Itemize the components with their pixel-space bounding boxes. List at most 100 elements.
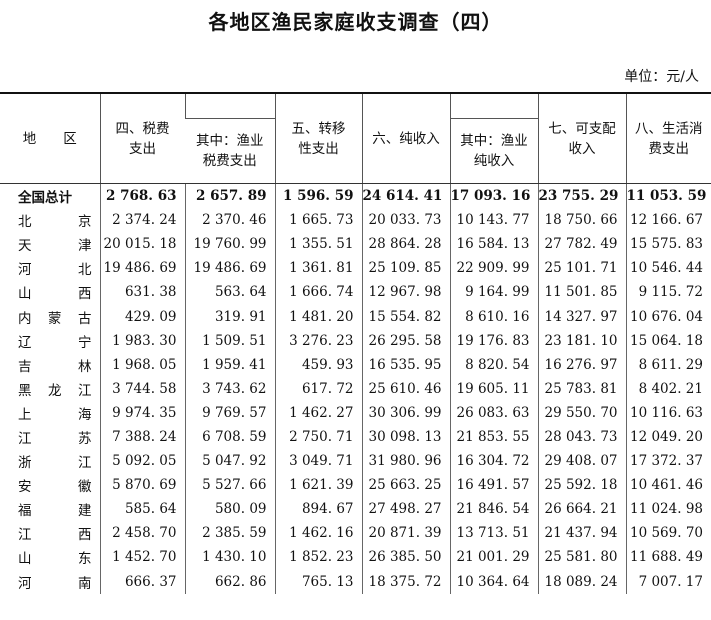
value-cell: 15 064. 18 <box>625 328 711 353</box>
header-disposable: 七、可支配收入 <box>537 92 626 184</box>
value-cell: 18 375. 72 <box>361 569 450 594</box>
value-cell: 2 370. 46 <box>184 208 275 233</box>
value-cell: 25 109. 85 <box>361 256 450 281</box>
region-name-char: 山 <box>18 286 32 303</box>
value-cell: 563. 64 <box>184 280 275 305</box>
value-cell: 25 592. 18 <box>537 473 626 498</box>
region-cell: 内蒙古 <box>0 304 100 328</box>
region-name-char: 徽 <box>78 479 92 496</box>
value-cell: 19 486. 69 <box>99 256 185 281</box>
value-cell: 5 870. 69 <box>99 473 185 498</box>
value-cell: 894. 67 <box>274 497 362 522</box>
region-name-char: 西 <box>78 527 92 544</box>
value-cell: 8 611. 29 <box>625 352 711 377</box>
header-blank <box>184 92 275 119</box>
value-cell: 27 498. 27 <box>361 497 450 522</box>
value-cell: 26 385. 50 <box>361 545 450 570</box>
value-cell: 18 750. 66 <box>537 208 626 233</box>
region-name-char: 上 <box>18 406 32 423</box>
value-cell: 5 092. 05 <box>99 449 185 474</box>
table-row: 河南 666. 37 662. 86 765. 13 18 375. 72 10 364.… <box>0 569 711 594</box>
region-name-char: 建 <box>78 503 92 520</box>
value-cell: 25 581. 80 <box>537 545 626 570</box>
value-cell: 8 610. 16 <box>449 304 538 329</box>
region-name-char: 山 <box>18 551 32 568</box>
region-name-char: 辽 <box>18 334 32 351</box>
value-cell: 11 501. 85 <box>537 280 626 305</box>
value-cell: 1 430. 10 <box>184 545 275 570</box>
value-cell: 9 115. 72 <box>625 280 711 305</box>
value-cell: 19 760. 99 <box>184 232 275 257</box>
value-cell: 1 666. 74 <box>274 280 362 305</box>
value-cell: 24 614. 41 <box>361 183 450 209</box>
value-cell: 20 015. 18 <box>99 232 185 257</box>
value-cell: 16 491. 57 <box>449 473 538 498</box>
value-cell: 1 361. 81 <box>274 256 362 281</box>
value-cell: 1 481. 20 <box>274 304 362 329</box>
value-cell: 29 408. 07 <box>537 449 626 474</box>
value-cell: 21 853. 55 <box>449 424 538 450</box>
value-cell: 5 047. 92 <box>184 449 275 474</box>
value-cell: 12 049. 20 <box>625 424 711 450</box>
value-cell: 1 665. 73 <box>274 208 362 233</box>
region-name-char: 内 <box>18 310 32 327</box>
value-cell: 10 116. 63 <box>625 400 711 425</box>
value-cell: 31 980. 96 <box>361 449 450 474</box>
value-cell: 3 276. 23 <box>274 328 362 353</box>
region-name-char: 江 <box>78 455 92 472</box>
region-cell: 上海 <box>0 401 100 425</box>
region-cell: 江苏 <box>0 425 100 449</box>
value-cell: 19 486. 69 <box>184 256 275 281</box>
value-cell: 11 053. 59 <box>625 183 711 209</box>
value-cell: 28 043. 73 <box>537 424 626 450</box>
region-name-char: 安 <box>18 479 32 496</box>
page-title: 各地区渔民家庭收支调查（四） <box>208 10 503 34</box>
region-name-char: 天 <box>18 238 32 255</box>
value-cell: 1 452. 70 <box>99 545 185 570</box>
value-cell: 19 605. 11 <box>449 376 538 401</box>
value-cell: 23 181. 10 <box>537 328 626 353</box>
region-cell: 安徽 <box>0 473 100 497</box>
value-cell: 10 546. 44 <box>625 256 711 281</box>
table-row: 河北 19 486. 69 19 486. 69 1 361. 81 25 109. 8… <box>0 256 711 281</box>
region-name-char: 东 <box>78 551 92 568</box>
region-cell: 山东 <box>0 545 100 569</box>
region-name-char: 龙 <box>48 382 62 399</box>
value-cell: 20 871. 39 <box>361 521 450 546</box>
value-cell: 30 098. 13 <box>361 424 450 450</box>
value-cell: 9 974. 35 <box>99 400 185 425</box>
value-cell: 19 176. 83 <box>449 328 538 353</box>
table-row: 山西 631. 38 563. 64 1 666. 74 12 967. 98 9 164… <box>0 280 711 305</box>
header-net-income: 六、纯收入 <box>361 92 450 184</box>
value-cell: 22 909. 99 <box>449 256 538 281</box>
value-cell: 1 509. 51 <box>184 328 275 353</box>
region-cell: 吉林 <box>0 353 100 377</box>
value-cell: 2 750. 71 <box>274 424 362 450</box>
value-cell: 15 575. 83 <box>625 232 711 257</box>
header-fishery-tax: 其中：渔业税费支出 <box>185 118 275 184</box>
value-cell: 17 372. 37 <box>625 449 711 474</box>
region-cell: 江西 <box>0 521 100 545</box>
header-consumption: 八、生活消费支出 <box>625 92 711 184</box>
region-name-char: 浙 <box>18 455 32 472</box>
value-cell: 1 355. 51 <box>274 232 362 257</box>
value-cell: 13 713. 51 <box>449 521 538 546</box>
region-name-char: 江 <box>18 527 32 544</box>
value-cell: 10 569. 70 <box>625 521 711 546</box>
value-cell: 23 755. 29 <box>537 183 626 209</box>
value-cell: 21 437. 94 <box>537 521 626 546</box>
value-cell: 12 166. 67 <box>625 208 711 233</box>
region-name-char: 江 <box>78 382 92 399</box>
value-cell: 617. 72 <box>274 376 362 401</box>
value-cell: 2 458. 70 <box>99 521 185 546</box>
value-cell: 26 295. 58 <box>361 328 450 353</box>
value-cell: 1 852. 23 <box>274 545 362 570</box>
value-cell: 765. 13 <box>274 569 362 594</box>
table-row: 天津 20 015. 18 19 760. 99 1 355. 51 28 864. 2… <box>0 232 711 257</box>
value-cell: 459. 93 <box>274 352 362 377</box>
value-cell: 21 846. 54 <box>449 497 538 522</box>
value-cell: 5 527. 66 <box>184 473 275 498</box>
